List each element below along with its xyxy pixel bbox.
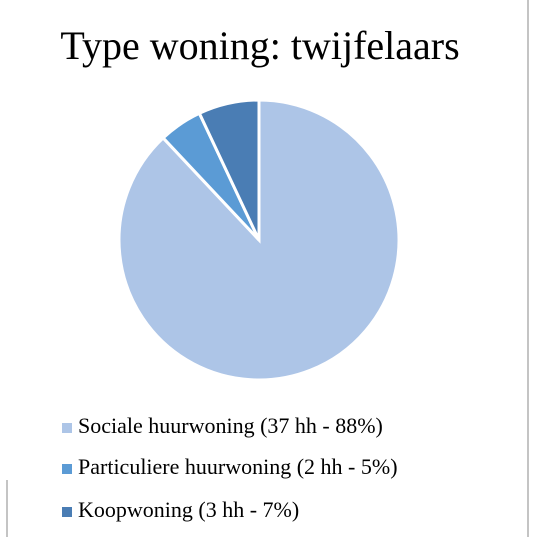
legend-label: Koopwoning (3 hh - 7%) xyxy=(78,497,299,522)
legend-swatch xyxy=(62,464,72,474)
legend-label: Sociale huurwoning (37 hh - 88%) xyxy=(78,413,383,438)
legend-label: Particuliere huurwoning (2 hh - 5%) xyxy=(78,454,398,479)
chart-title: Type woning: twijfelaars xyxy=(60,23,459,68)
legend-swatch xyxy=(62,423,72,433)
legend-swatch xyxy=(62,507,72,517)
pie-slice xyxy=(197,98,261,241)
